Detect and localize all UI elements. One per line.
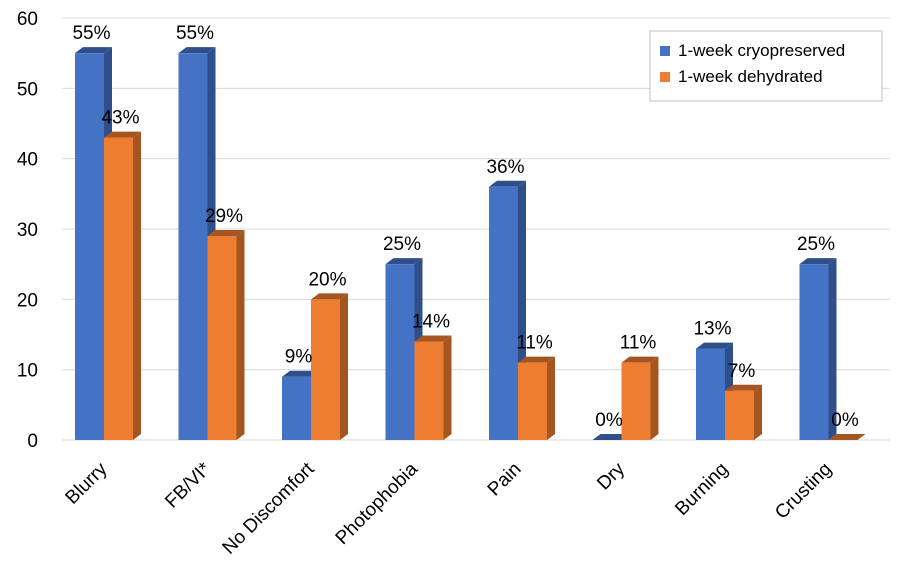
x-tick-label: Pain (484, 459, 526, 501)
y-tick-label: 0 (27, 431, 38, 452)
y-tick-label: 40 (17, 150, 38, 171)
y-tick-label: 30 (17, 220, 38, 241)
bar-dehydrated (725, 384, 762, 440)
x-tick-label: FB/VI* (161, 458, 215, 512)
bar-dehydrated (828, 434, 866, 440)
data-label: 25% (383, 234, 421, 255)
y-tick-label: 50 (17, 79, 38, 100)
bar-dehydrated (414, 335, 452, 440)
data-label: 7% (728, 361, 756, 382)
bar-dehydrated (621, 356, 659, 440)
bar-cryopreserved (592, 434, 630, 440)
bar-dehydrated (207, 230, 245, 440)
legend-box (649, 30, 883, 102)
x-tick-label: Photophobia (332, 458, 423, 549)
x-axis-ticks: Blurry FB/VI* No Discomfort Photophobia Pain… (62, 458, 836, 558)
legend-swatch-cryopreserved (660, 46, 670, 56)
bar-cryopreserved (799, 258, 837, 440)
data-label: 29% (205, 206, 243, 227)
bar-cryopreserved (178, 47, 216, 441)
x-tick-label: Crusting (771, 459, 836, 524)
data-label: 55% (72, 23, 110, 44)
data-label: 13% (693, 319, 731, 340)
y-axis-ticks: 0 10 20 30 40 50 60 (17, 9, 38, 452)
y-tick-label: 60 (17, 9, 38, 30)
data-label: 43% (101, 108, 139, 129)
data-label: 11% (516, 333, 553, 354)
data-label: 14% (412, 312, 450, 333)
x-tick-label: Dry (593, 458, 629, 494)
data-labels: 55% 43% 55% 29% 9% 20% 25% 14% 36% 11% 0% 11% 13% 7% 2… (72, 23, 858, 431)
legend-label-dehydrated: 1-week dehydrated (678, 67, 823, 86)
x-tick-label: Blurry (62, 458, 112, 508)
legend: 1-week cryopreserved 1-week dehydrated (649, 30, 883, 102)
x-tick-label: Burning (671, 459, 732, 520)
y-tick-label: 10 (17, 361, 38, 382)
bar-cryopreserved (696, 342, 733, 440)
data-label: 9% (285, 347, 313, 368)
bar-dehydrated (518, 356, 555, 440)
bar-dehydrated (104, 131, 141, 441)
data-label: 55% (176, 23, 214, 44)
data-label: 0% (831, 410, 859, 431)
data-label: 36% (486, 157, 524, 178)
data-label: 25% (797, 234, 835, 255)
data-label: 20% (308, 269, 346, 290)
y-tick-label: 20 (17, 290, 38, 311)
x-tick-label: No Discomfort (219, 458, 319, 558)
data-label: 11% (620, 333, 657, 354)
bar-dehydrated (311, 293, 348, 440)
legend-label-cryopreserved: 1-week cryopreserved (678, 41, 845, 60)
bars (75, 47, 866, 441)
legend-swatch-dehydrated (660, 72, 670, 82)
data-label: 0% (595, 410, 623, 431)
